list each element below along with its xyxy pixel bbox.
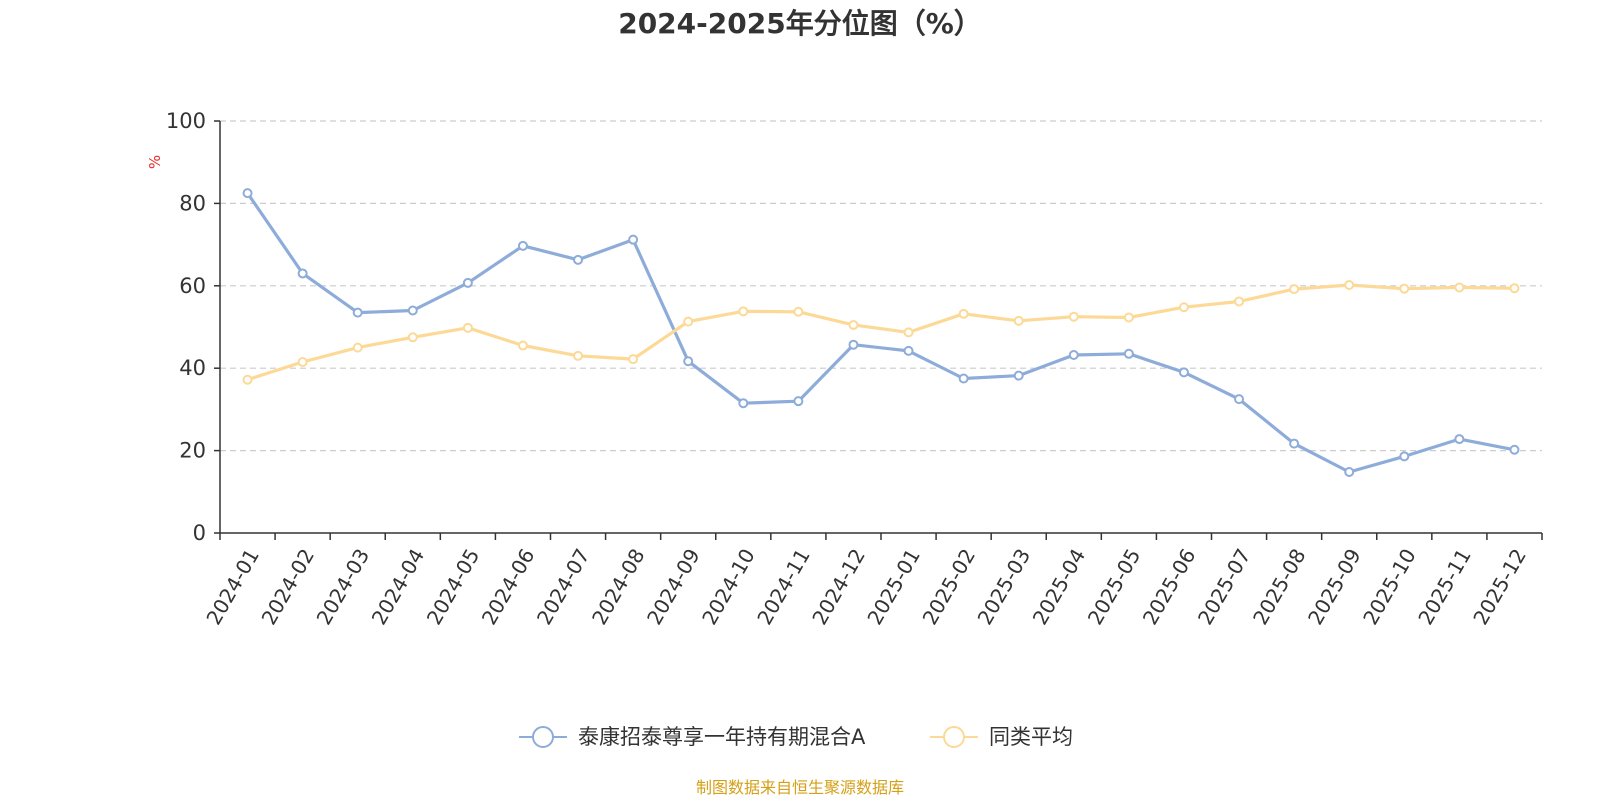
series-1-point[interactable]	[1509, 444, 1520, 455]
series-2-point[interactable]	[352, 342, 363, 353]
series-2-point[interactable]	[848, 319, 859, 330]
grid-lines	[220, 120, 1542, 452]
series-2-point[interactable]	[958, 308, 969, 319]
series-1-point[interactable]	[242, 188, 253, 199]
series-1-point[interactable]	[628, 234, 639, 245]
x-tick-label: 2025-01	[862, 545, 925, 629]
y-tick-label: 0	[193, 521, 206, 545]
series-2-point[interactable]	[1234, 296, 1245, 307]
series-2-point[interactable]	[297, 357, 308, 368]
series-2-point[interactable]	[1178, 302, 1189, 313]
x-tick-label: 2025-06	[1138, 545, 1201, 629]
y-axis-unit-label: %	[146, 155, 164, 169]
series-2-point[interactable]	[1013, 315, 1024, 326]
series-2-point[interactable]	[1123, 312, 1134, 323]
series-1-point[interactable]	[1013, 370, 1024, 381]
series-2-point[interactable]	[1399, 283, 1410, 294]
series-1-point[interactable]	[848, 339, 859, 350]
series-1-point[interactable]	[352, 307, 363, 318]
series-1-point[interactable]	[738, 398, 749, 409]
data-source-note: 制图数据来自恒生聚源数据库	[696, 778, 904, 797]
chart-title: 2024-2025年分位图（%）	[618, 7, 982, 40]
x-tick-label: 2024-10	[697, 545, 760, 629]
series-1-point[interactable]	[903, 345, 914, 356]
x-tick-label: 2024-07	[532, 545, 595, 629]
series-1-point[interactable]	[1178, 367, 1189, 378]
series-1-point[interactable]	[1068, 350, 1079, 361]
series-2-line	[245, 283, 1517, 382]
series-1-point[interactable]	[1123, 348, 1134, 359]
series-1-point[interactable]	[793, 396, 804, 407]
series-2-point[interactable]	[242, 374, 253, 385]
series-2-point[interactable]	[517, 340, 528, 351]
x-tick-label: 2024-05	[422, 545, 485, 629]
x-tick-label: 2024-03	[312, 545, 375, 629]
x-tick-label: 2024-12	[807, 545, 870, 629]
series-2-point[interactable]	[628, 354, 639, 365]
series-1-point[interactable]	[683, 356, 694, 367]
x-tick-label: 2024-01	[201, 545, 264, 629]
legend-item-series-2[interactable]: 同类平均	[930, 725, 1073, 749]
y-tick-label: 40	[179, 356, 206, 380]
y-tick-label: 60	[179, 274, 206, 298]
legend-series-2-label: 同类平均	[989, 725, 1073, 749]
series-2-point[interactable]	[1509, 283, 1520, 294]
legend-series-1-marker	[532, 726, 554, 748]
series-1-point[interactable]	[1454, 434, 1465, 445]
series-lines	[242, 188, 1520, 478]
series-2-point[interactable]	[903, 327, 914, 338]
x-tick-label: 2025-02	[918, 545, 981, 629]
x-tick-label: 2024-11	[752, 545, 815, 629]
x-tick-label: 2025-12	[1468, 545, 1531, 629]
x-tick-label: 2024-04	[367, 545, 430, 629]
series-2-point[interactable]	[407, 332, 418, 343]
legend-series-1-label: 泰康招泰尊享一年持有期混合A	[578, 725, 866, 749]
series-2-point[interactable]	[1454, 282, 1465, 293]
y-tick-label: 100	[166, 109, 206, 133]
series-1-point[interactable]	[517, 240, 528, 251]
legend[interactable]: 泰康招泰尊享一年持有期混合A 同类平均	[519, 725, 1073, 749]
x-tick-label: 2024-02	[257, 545, 320, 629]
series-1-point[interactable]	[1399, 451, 1410, 462]
series-2-point[interactable]	[1289, 284, 1300, 295]
x-tick-label: 2025-08	[1248, 545, 1311, 629]
x-tick-label: 2024-09	[642, 545, 705, 629]
series-2-point[interactable]	[1068, 311, 1079, 322]
x-tick-label: 2025-04	[1028, 545, 1091, 629]
x-tick-label: 2024-06	[477, 545, 540, 629]
series-2-point[interactable]	[1344, 279, 1355, 290]
series-1-point[interactable]	[1234, 394, 1245, 405]
legend-series-2-marker	[943, 726, 965, 748]
series-2-point[interactable]	[683, 316, 694, 327]
series-1-line	[245, 191, 1517, 474]
x-tick-label: 2025-05	[1083, 545, 1146, 629]
x-tick-label: 2025-11	[1413, 545, 1476, 629]
y-tick-label: 20	[179, 439, 206, 463]
series-2-point[interactable]	[462, 322, 473, 333]
y-tick-label: 80	[179, 191, 206, 215]
series-1-point[interactable]	[1344, 467, 1355, 478]
x-tick-label: 2025-03	[973, 544, 1036, 628]
series-2-point[interactable]	[793, 306, 804, 317]
series-2-point[interactable]	[738, 306, 749, 317]
series-2-point[interactable]	[573, 350, 584, 361]
x-tick-label: 2025-09	[1303, 545, 1366, 629]
axes: 0 20 40 60 80 100 2024-012024-022024-032024-04…	[166, 109, 1543, 629]
series-1-point[interactable]	[958, 373, 969, 384]
series-1-point[interactable]	[573, 254, 584, 265]
series-1-point[interactable]	[297, 268, 308, 279]
legend-item-series-1[interactable]: 泰康招泰尊享一年持有期混合A	[519, 725, 866, 749]
x-tick-label: 2025-10	[1358, 545, 1421, 629]
x-tick-label: 2024-08	[587, 545, 650, 629]
series-1-point[interactable]	[407, 305, 418, 316]
series-1-point[interactable]	[462, 277, 473, 288]
x-tick-label: 2025-07	[1193, 545, 1256, 629]
series-1-point[interactable]	[1289, 438, 1300, 449]
